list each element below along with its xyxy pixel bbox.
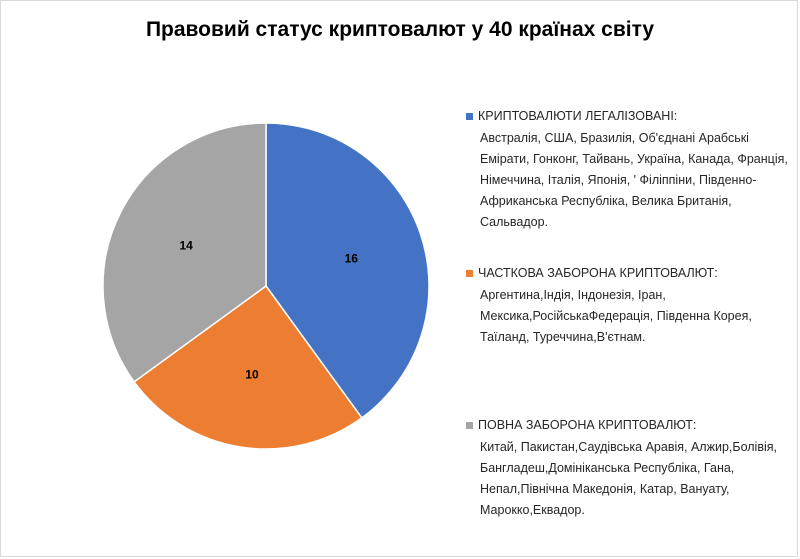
pie-slice-partial-ban [133,284,363,450]
pie-slice-full-ban [102,122,267,383]
chart-title: Правовий статус криптовалют у 40 країнах… [145,18,655,41]
data-label-full-ban: 14 [179,238,193,252]
legend-entry-full-ban: ПОВНА ЗАБОРОНА КРИПТОВАЛЮТ: Китай, Пакис… [466,417,796,521]
legend-label-partial-ban: ЧАСТКОВА ЗАБОРОНА КРИПТОВАЛЮТ: [478,266,718,280]
legend-entry-partial-ban: ЧАСТКОВА ЗАБОРОНА КРИПТОВАЛЮТ: Аргентина… [466,265,796,348]
legend-swatch-legalized [466,113,473,120]
legend-label-full-ban: ПОВНА ЗАБОРОНА КРИПТОВАЛЮТ: [478,418,697,432]
legend-countries-full-ban: Китай, Пакистан,Саудівська Аравія, Алжир… [480,440,777,517]
legend-entry-legalized: КРИПТОВАЛЮТИ ЛЕГАЛІЗОВАНІ: Австралія, СШ… [466,108,796,233]
pie-slice-legalized [265,122,430,419]
legend-countries-legalized: Австралія, США, Бразилія, Об'єднані Араб… [480,131,788,229]
legend-swatch-partial-ban [466,270,473,277]
legend-label-legalized: КРИПТОВАЛЮТИ ЛЕГАЛІЗОВАНІ: [478,109,678,123]
legend-swatch-full-ban [466,422,473,429]
data-label-partial-ban: 10 [245,368,259,382]
data-label-legalized: 16 [345,251,359,265]
legend-countries-partial-ban: Аргентина,Індія, Індонезія, Іран, Мексик… [480,288,752,344]
